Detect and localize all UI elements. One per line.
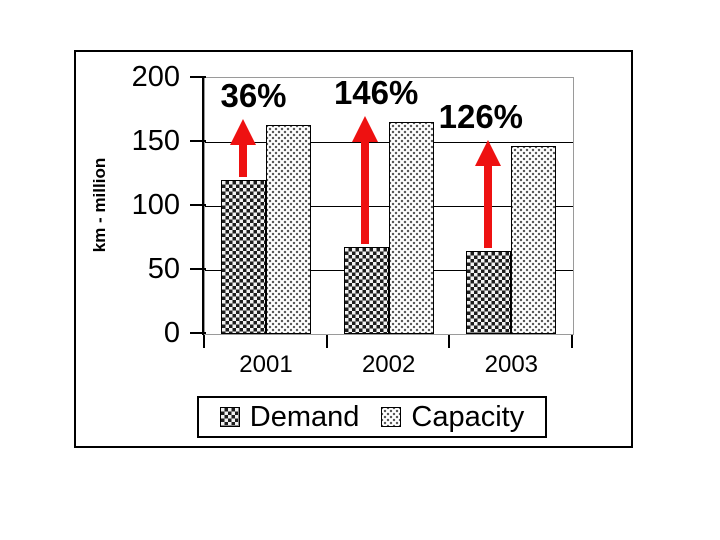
y-axis-tick	[190, 332, 206, 334]
x-axis-tick	[325, 335, 328, 348]
legend-label-demand: Demand	[249, 401, 360, 433]
growth-pct-label: 146%	[333, 73, 419, 111]
bar-capacity-2002	[388, 121, 434, 334]
bar-capacity-2003	[511, 145, 557, 334]
arrow-shaft	[483, 163, 492, 248]
chart-frame: km - million 0 50 100 150 200 2001 2002 2003 De…	[74, 50, 633, 448]
x-axis-tick	[203, 335, 205, 348]
y-axis-tick-label: 0	[163, 317, 180, 349]
y-axis-tick-label: 200	[131, 61, 180, 93]
y-axis-line	[202, 77, 204, 335]
growth-pct-label: 126%	[438, 97, 524, 135]
legend-label-capacity: Capacity	[411, 401, 525, 433]
y-axis-tick-label: 150	[131, 125, 180, 157]
x-axis-tick	[571, 335, 573, 348]
bar-demand-2003	[466, 250, 512, 334]
y-axis-tick	[190, 268, 206, 270]
y-axis-tick	[190, 204, 206, 206]
bar-demand-2002	[343, 246, 389, 334]
growth-arrow	[229, 119, 256, 178]
x-axis-tick	[448, 335, 451, 348]
growth-arrow	[474, 139, 501, 248]
arrow-head	[474, 139, 501, 166]
arrow-head	[352, 115, 379, 142]
growth-pct-label: 36%	[220, 77, 287, 115]
legend-swatch-capacity	[381, 407, 402, 427]
arrow-shaft	[361, 139, 370, 244]
x-axis-category-label: 2002	[361, 351, 416, 378]
x-axis-category-label: 2001	[239, 351, 293, 378]
arrow-shaft	[238, 143, 247, 178]
plot-area	[204, 77, 574, 335]
y-axis-tick	[190, 76, 206, 78]
y-axis-tick-label: 100	[131, 189, 180, 221]
arrow-head	[229, 119, 256, 146]
bar-demand-2001	[221, 180, 266, 334]
y-axis-tick	[190, 140, 206, 142]
growth-arrow	[352, 115, 379, 244]
x-axis-category-label: 2003	[484, 351, 539, 378]
legend: Demand Capacity	[197, 396, 547, 438]
legend-swatch-demand	[219, 407, 240, 427]
y-axis-tick-label: 50	[147, 253, 180, 285]
bar-capacity-2001	[266, 125, 311, 334]
